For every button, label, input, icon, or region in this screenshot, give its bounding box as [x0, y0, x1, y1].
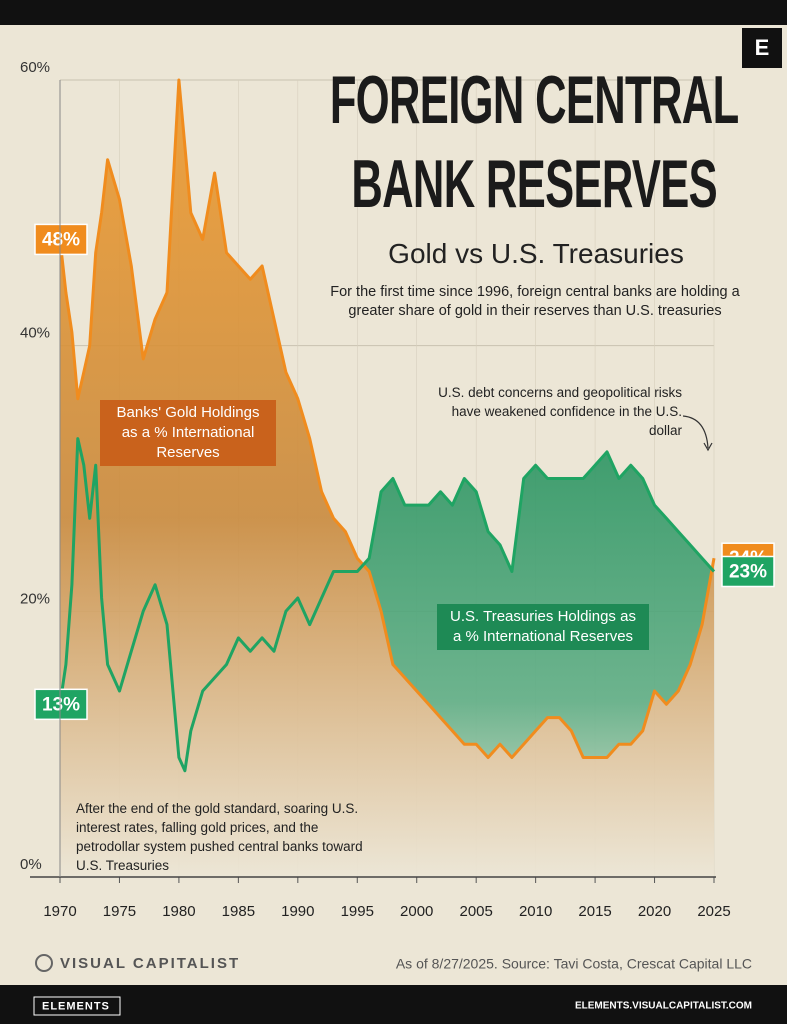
x-tick-label: 2015	[578, 903, 611, 920]
annotation: U.S. debt concerns and geopolitical risk…	[438, 385, 682, 438]
y-tick-label: 60%	[20, 59, 50, 76]
subtitle: Gold vs U.S. Treasuries	[388, 238, 684, 269]
arrow	[682, 415, 709, 449]
line	[58, 78, 716, 759]
value-label-box	[34, 688, 88, 721]
y-tick-label: 20%	[20, 590, 50, 607]
footer-box	[33, 996, 121, 1016]
value-label: 23%	[729, 561, 767, 582]
series-label: Banks' Gold Holdings as a % Internationa…	[100, 400, 276, 466]
x-tick-label: 1990	[281, 903, 314, 920]
x-tick-label: 1985	[222, 903, 255, 920]
source: As of 8/27/2025. Source: Tavi Costa, Cre…	[396, 956, 752, 972]
line	[58, 437, 716, 773]
description: For the first time since 1996, foreign c…	[330, 284, 740, 319]
arrow-head	[703, 442, 713, 452]
x-tick-label: 1975	[103, 903, 136, 920]
x-tick-label: 2020	[638, 903, 671, 920]
area	[60, 80, 714, 877]
series-label: U.S. Treasuries Holdings as a % Internat…	[437, 604, 649, 650]
value-label-box	[721, 555, 775, 588]
y-tick-label: 40%	[20, 325, 50, 342]
value-label: 13%	[42, 694, 80, 715]
x-tick-label: 2010	[519, 903, 552, 920]
annotation: After the end of the gold standard, soar…	[76, 801, 363, 873]
footer-right: ELEMENTS.VISUALCAPITALIST.COM	[575, 1001, 752, 1012]
top-bar	[0, 0, 787, 25]
x-tick-label: 1970	[43, 903, 76, 920]
footer-bar	[0, 985, 787, 1024]
brand-icon	[35, 954, 53, 972]
logo: E	[755, 35, 770, 60]
value-label: 48%	[42, 229, 80, 250]
logo-box	[742, 28, 782, 68]
value-label-box	[34, 223, 88, 256]
x-tick-label: 2025	[697, 903, 730, 920]
x-tick-label: 1980	[162, 903, 195, 920]
title: FOREIGN CENTRAL BANK RESERVES	[329, 62, 739, 222]
y-tick-label: 0%	[20, 856, 42, 873]
brand: VISUAL CAPITALIST	[60, 955, 240, 972]
footer-left: ELEMENTS	[42, 1000, 110, 1012]
x-tick-label: 2000	[400, 903, 433, 920]
x-tick-label: 2005	[459, 903, 492, 920]
x-tick-label: 1995	[341, 903, 374, 920]
